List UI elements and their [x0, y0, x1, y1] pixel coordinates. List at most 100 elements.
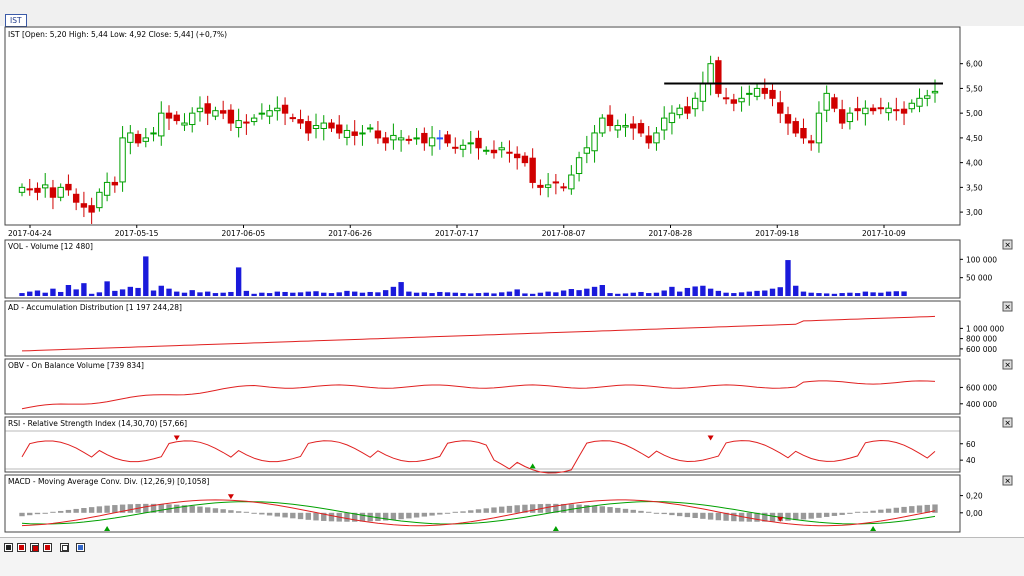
- macd-histogram-bar: [34, 512, 41, 515]
- volume-bar: [344, 290, 350, 296]
- candle-body: [250, 117, 258, 123]
- macd-histogram-bar: [42, 512, 48, 514]
- volume-bar: [700, 285, 706, 296]
- rsi-panel-title: RSI - Relative Strength Index (14,30,70)…: [8, 419, 187, 428]
- ad-close-button[interactable]: ✕: [1002, 301, 1013, 312]
- chart-area[interactable]: IST [Open: 5,20 High: 5,44 Low: 4,92 Clo…: [0, 26, 1024, 536]
- volume-bar: [359, 292, 366, 296]
- candle-body: [390, 134, 397, 141]
- candle-body: [591, 132, 598, 152]
- macd-histogram-bar: [189, 505, 195, 513]
- volume-bar: [491, 293, 497, 296]
- macd-histogram-bar: [506, 505, 513, 513]
- candle-body: [18, 186, 26, 193]
- volume-bar: [34, 290, 41, 296]
- fit-icon[interactable]: [60, 543, 69, 552]
- candle-body: [219, 110, 227, 114]
- volume-bar: [220, 292, 226, 296]
- macd-histogram-bar: [676, 512, 683, 517]
- volume-close-button[interactable]: ✕: [1002, 239, 1013, 250]
- candle-body: [475, 137, 482, 149]
- candle-body: [606, 114, 614, 127]
- candle-body: [328, 122, 335, 129]
- volume-bar: [88, 293, 95, 296]
- macd-histogram-bar: [359, 512, 366, 522]
- volume-bar: [707, 288, 714, 296]
- y-tick-label: 800 000: [966, 335, 997, 344]
- candle-body: [614, 125, 621, 131]
- save-icon[interactable]: [4, 543, 13, 552]
- macd-histogram-bar: [112, 505, 118, 513]
- volume-panel-title: VOL - Volume [12 480]: [8, 242, 93, 251]
- macd-histogram-bar: [235, 511, 242, 513]
- volume-bar: [42, 292, 48, 296]
- macd-histogram-bar: [909, 506, 915, 513]
- ad-panel-title: AD - Accumulation Distribution [1 197 24…: [8, 303, 182, 312]
- candle-body: [413, 137, 420, 140]
- macd-histogram-bar: [119, 504, 126, 513]
- volume-bar: [591, 286, 598, 296]
- volume-bar: [839, 293, 845, 296]
- candle-body: [343, 129, 351, 138]
- macd-histogram-bar: [808, 512, 814, 519]
- candle-body: [405, 138, 413, 141]
- volume-bar: [135, 287, 141, 296]
- volume-bar: [514, 289, 520, 296]
- candle-body: [831, 97, 838, 109]
- obv-close-button[interactable]: ✕: [1002, 359, 1013, 370]
- rsi-sell-marker: [173, 435, 180, 441]
- macd-histogram-bar: [429, 512, 435, 516]
- candle-body: [397, 137, 405, 141]
- candle-body: [150, 132, 157, 135]
- x-tick-label: 2017-09-18: [755, 229, 799, 238]
- print-setup-icon[interactable]: [43, 543, 52, 552]
- candle-body: [722, 97, 730, 100]
- candle-body: [715, 60, 722, 94]
- candle-body: [312, 125, 320, 129]
- macd-close-button[interactable]: ✕: [1002, 475, 1013, 486]
- candle-body: [483, 149, 490, 152]
- volume-bar: [112, 290, 118, 296]
- volume-bar: [599, 285, 605, 296]
- macd-line: [21, 499, 936, 527]
- candle-body: [653, 132, 660, 144]
- candle-body: [846, 112, 854, 123]
- candle-body: [869, 107, 877, 112]
- macd-histogram-bar: [297, 512, 304, 520]
- macd-histogram-bar: [58, 510, 64, 513]
- volume-y-axis: 100 000 50 000: [960, 255, 997, 283]
- macd-histogram-bar: [854, 511, 861, 513]
- macd-histogram-bar: [638, 510, 644, 513]
- volume-bar: [885, 291, 892, 296]
- candle-body: [676, 107, 683, 116]
- macd-histogram-bar: [731, 512, 737, 522]
- macd-histogram-bar: [390, 512, 397, 520]
- macd-histogram: [19, 503, 938, 522]
- macd-histogram-bar: [305, 512, 311, 520]
- candle-body: [351, 131, 358, 136]
- print-color-icon[interactable]: [76, 543, 85, 552]
- volume-bar: [769, 288, 776, 296]
- volume-bar: [638, 291, 644, 296]
- candle-body: [88, 205, 95, 213]
- rsi-close-button[interactable]: ✕: [1002, 417, 1013, 428]
- macd-histogram-bar: [661, 512, 667, 515]
- obv-panel-frame: [4, 358, 961, 415]
- print-preview-icon[interactable]: [30, 543, 39, 552]
- candle-body: [274, 107, 281, 112]
- candle-body: [877, 107, 885, 110]
- candlestick-series: [18, 55, 939, 224]
- candle-body: [854, 108, 861, 112]
- volume-bar: [235, 267, 242, 296]
- volume-bar: [429, 293, 435, 296]
- candle-body: [382, 137, 389, 144]
- macd-histogram-bar: [560, 503, 567, 513]
- print-icon[interactable]: [17, 543, 26, 552]
- macd-histogram-bar: [785, 512, 791, 521]
- volume-bar: [483, 292, 489, 296]
- volume-bar: [266, 293, 273, 296]
- volume-bar: [793, 285, 799, 296]
- volume-bar: [522, 293, 528, 296]
- rsi-buy-marker: [529, 463, 536, 469]
- candle-body: [575, 157, 583, 175]
